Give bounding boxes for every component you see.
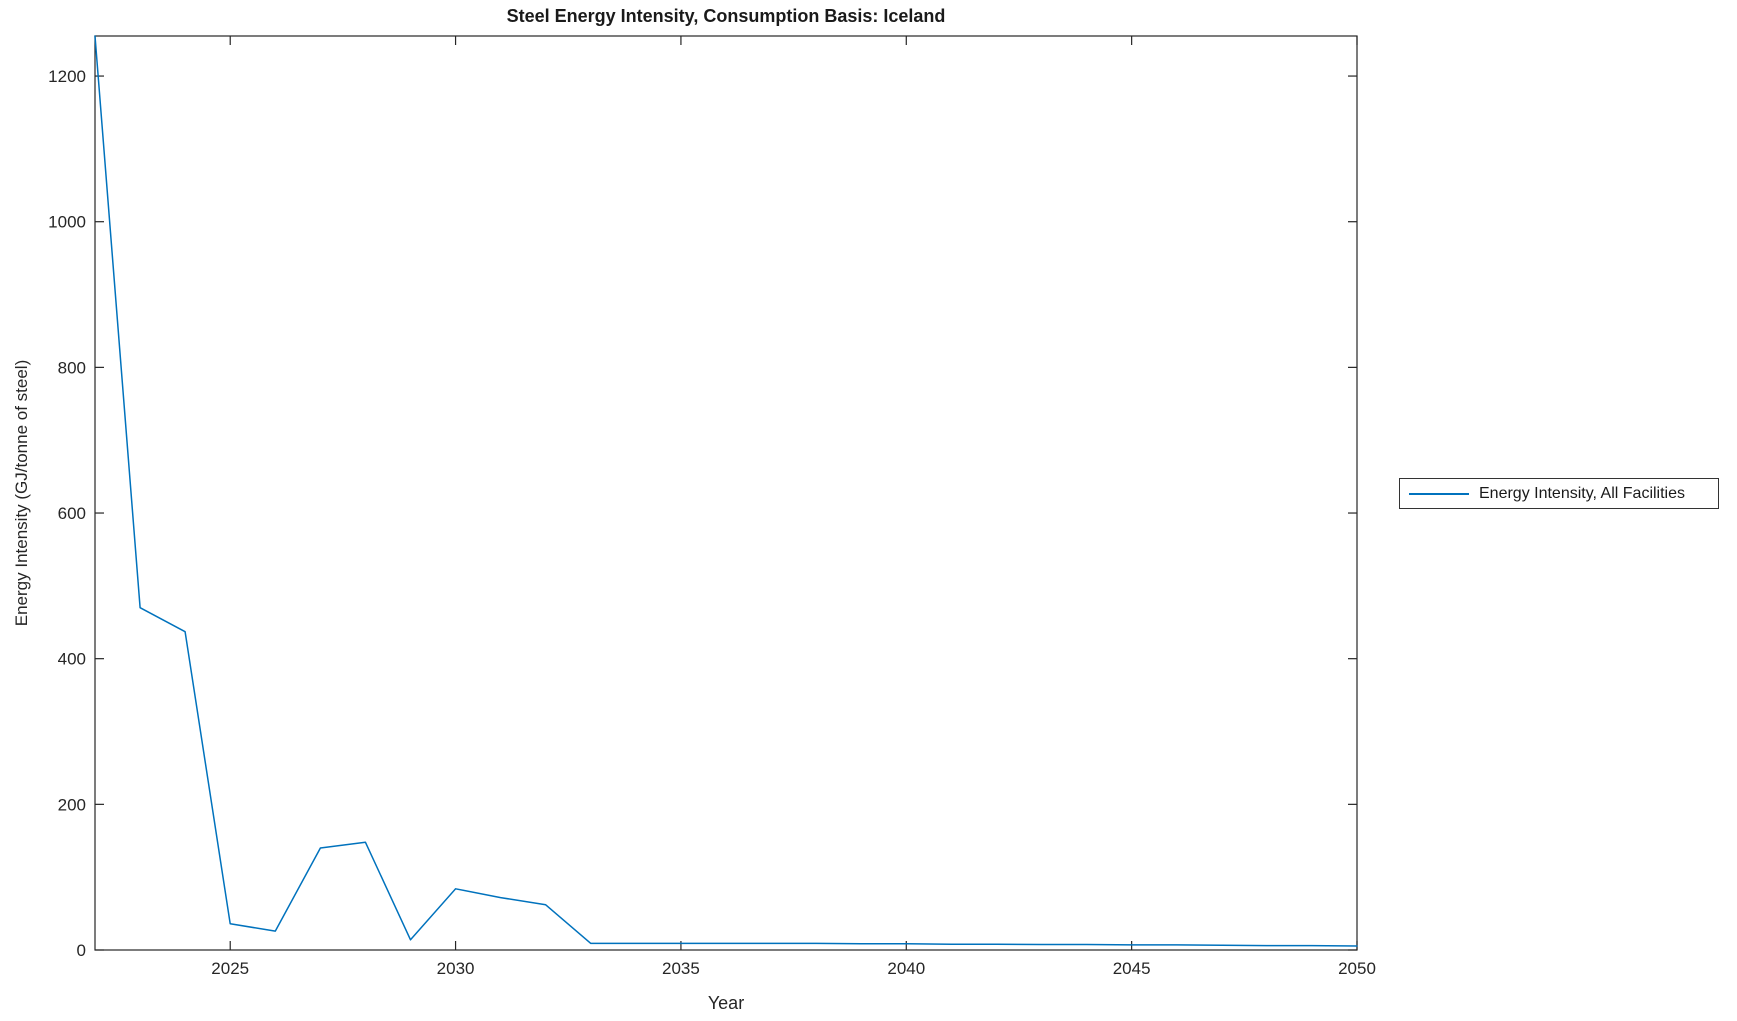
axes-box [94, 35, 1358, 951]
legend-line-sample [1409, 492, 1469, 495]
y-tick-label: 800 [58, 358, 86, 377]
chart-title: Steel Energy Intensity, Consumption Basi… [506, 6, 946, 26]
x-tick-label: 2030 [437, 959, 475, 978]
x-tick-label: 2025 [211, 959, 249, 978]
x-tick-label: 2045 [1113, 959, 1151, 978]
data-line [94, 35, 1358, 947]
y-tick-label: 0 [77, 941, 86, 960]
y-tick-label: 600 [58, 504, 86, 523]
x-axis-label: Year [707, 993, 745, 1013]
x-tick-label: 2040 [887, 959, 925, 978]
legend: Energy Intensity, All Facilities [1399, 478, 1719, 509]
y-tick-label: 400 [58, 650, 86, 669]
legend-entry-label: Energy Intensity, All Facilities [1479, 484, 1686, 502]
y-tick-label: 200 [58, 795, 86, 814]
x-tick-label: 2050 [1338, 959, 1376, 978]
x-tick-label: 2035 [662, 959, 700, 978]
y-tick-label: 1000 [48, 213, 86, 232]
y-axis-label: Energy Intensity (GJ/tonne of steel) [12, 359, 31, 627]
y-tick-label: 1200 [48, 67, 86, 86]
